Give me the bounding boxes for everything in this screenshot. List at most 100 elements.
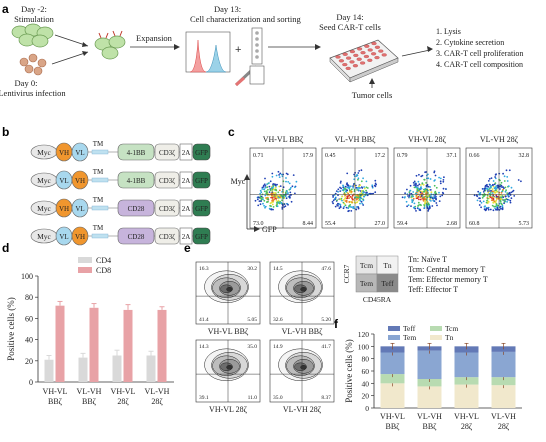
quad-br: 5.73 [519,221,530,227]
flow-event-dot [411,201,414,204]
quad-tr: 35.0 [247,344,257,350]
flow-event-dot [506,192,509,195]
flow-event-dot [272,208,274,211]
legend-tem: Tem: Effector memory T [408,275,488,284]
flow-event-dot [346,195,349,198]
quad-br: 8.37 [321,395,331,401]
gfp-axis-label: GFP [262,225,277,234]
flow-event-dot [344,204,347,207]
tm-domain [91,233,109,239]
flow-event-dot [275,189,278,192]
flow-event-dot [424,201,426,204]
flow-event-dot [500,207,502,210]
flow-event-dot [480,206,482,209]
flow-event-dot [438,191,440,194]
flow-event-dot [269,202,272,205]
flow-event-dot [344,185,347,188]
flow-event-dot [336,199,338,202]
gfp-label: GFP [195,177,208,185]
flow-event-dot [342,199,345,201]
day14-label: Day 14: [336,12,363,22]
bar-cd8 [123,309,133,382]
flow-event-dot [284,195,287,198]
flow-event-dot [512,189,515,192]
flow-event-dot [494,177,497,180]
flow-event-dot [356,196,358,198]
x-tick-label-2: BBζ [82,397,97,406]
flow-event-dot [332,194,334,197]
costim-domain [117,199,155,217]
flow-event-dot [438,176,440,179]
costim-label: CD28 [128,233,145,241]
flow-event-dot [339,198,341,201]
quad-br: 5.05 [247,317,257,323]
flow-event-dot [503,202,505,205]
stack-tn [417,386,442,408]
scfv-label-2: VL [75,205,84,213]
flow-event-dot [347,207,350,210]
flow-event-dot [274,192,277,194]
y-tick-label: 100 [21,272,33,281]
cd3z-domain [154,227,180,245]
flow-event-dot [503,200,506,203]
flow-event-dot [286,190,288,193]
quad-bl: 59.4 [397,221,408,227]
quad-br: 5.20 [321,317,331,323]
flow-event-dot [495,195,498,198]
flow-event-dot [355,198,358,201]
quad-tr: 32.8 [519,153,530,159]
flow-event-dot [355,201,358,204]
flow-event-dot [501,203,503,206]
well-icon [335,55,341,59]
flow-event-dot [412,195,414,198]
stack-teff [454,346,479,353]
flow-event-dot [495,187,498,190]
flow-event-dot [351,196,353,199]
flow-event-dot [435,186,438,189]
flow-event-dot [495,185,498,187]
2a-domain [179,171,193,189]
flow-event-dot [365,186,368,189]
flow-event-dot [266,183,268,186]
flow-event-dot [355,208,357,211]
flow-event-dot [362,204,365,206]
gfp-domain [192,199,211,217]
flow-event-dot [484,186,487,188]
cd3z-label: CD3ζ [159,177,175,185]
quad-tl: 0.71 [253,153,264,159]
flow-event-dot [406,205,408,208]
flow-event-dot [423,178,426,181]
flow-event-dot [260,195,263,198]
flow-event-dot [494,191,496,194]
stack-tem [491,351,516,378]
cd3z-domain [154,143,180,161]
y-tick-label: 60 [25,314,33,323]
flow-event-dot [344,200,347,202]
flow-event-dot [260,191,263,194]
y-tick-label: 80 [25,293,33,302]
flow-event-dot [489,183,491,186]
tm-label: TM [93,140,104,148]
quad-tr: 17.2 [375,153,386,159]
flow-event-dot [491,196,494,199]
quad-tr: 30.2 [247,266,257,272]
flow-event-dot [332,196,334,198]
flow-event-dot [283,194,286,197]
flow-event-dot [346,182,348,185]
flow-event-dot [268,185,271,188]
grid-tcm: Tcm [360,261,373,270]
flow-event-dot [501,190,504,192]
flow-event-dot [432,196,435,199]
flow-event-dot [267,188,269,191]
flow-title: VL-VH 28ζ [480,135,519,144]
flow-event-dot [487,208,490,211]
flow-event-dot [358,185,360,188]
flow-event-dot [504,198,507,201]
flow-event-dot [280,173,283,176]
car-t-cells-icon [94,30,126,60]
flow-event-dot [352,205,355,208]
flow-event-dot [412,181,415,184]
contour-title: VH-VL 28ζ [209,405,248,414]
flow-event-dot [256,198,259,201]
